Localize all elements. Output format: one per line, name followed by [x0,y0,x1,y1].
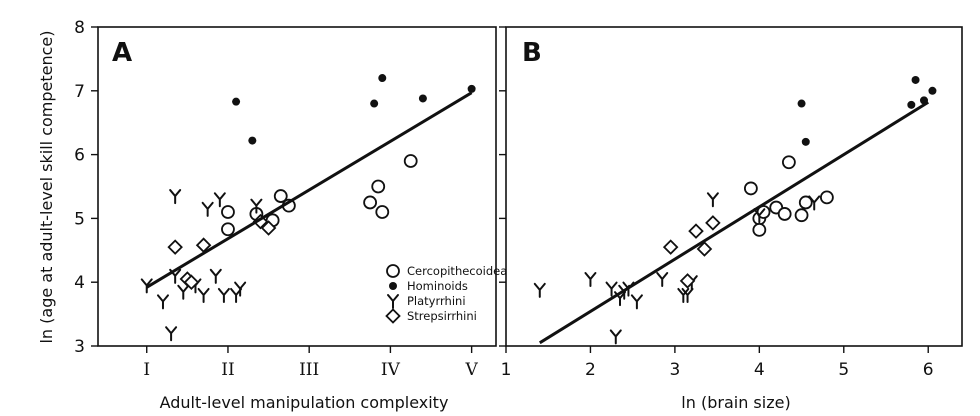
panel-a-point-strepsirrhini [167,239,183,255]
panel-a-y-tick-label: 4 [74,273,85,293]
panel-a-x-tick-label: III [299,360,319,380]
legend-label-cercopithecoidea: Cercopithecoidea [407,264,507,278]
panel-b-point-strepsirrhini [696,241,713,257]
panel-a-regression-line [145,91,473,289]
panel-b-point-platyrrhini [656,272,669,288]
panel-b-point-hominoids [928,86,937,95]
panel-b-point-cercopithecoidea [794,208,809,223]
panel-a-y-tick-label: 7 [74,82,85,102]
panel-b-point-platyrrhini [533,282,546,298]
panel-b-point-hominoids [907,100,916,109]
legend-marker-hominoids [389,282,397,290]
panel-a-point-platyrrhini [234,281,247,297]
panel-b-point-hominoids [911,75,920,84]
panel-b-x-tick-label: 5 [838,360,849,380]
panel-a-point-platyrrhini [169,189,182,205]
panel-a-point-strepsirrhini [260,220,277,236]
panel-b-point-cercopithecoidea [752,222,767,237]
panel-a-x-tick-label: I [143,360,150,380]
panel-a-point-platyrrhini [217,287,230,303]
y-axis-label: ln (age at adult-level skill competence) [37,30,56,343]
panel-b-x-tick-label: 2 [585,360,596,380]
panel-b-point-platyrrhini [681,287,694,303]
panel-a-point-platyrrhini [213,192,226,208]
panel-b-point-platyrrhini [630,294,643,310]
panel-a-point-cercopithecoidea [403,154,418,168]
panel-a-x-axis-label: Adult-level manipulation complexity [160,393,449,412]
panel-a-point-hominoids [378,74,387,83]
panel-b-point-platyrrhini [584,272,597,288]
panel-b-x-tick-label: 3 [669,360,680,380]
panel-a-point-cercopithecoidea [221,222,235,237]
panel-a-fit [145,91,473,289]
panel-a-point-strepsirrhini [183,274,200,290]
panel-b-point-platyrrhini [605,281,618,297]
panel-b-point-cercopithecoidea [819,190,834,205]
legend-marker-strepsirrhini [385,308,401,324]
panel-a-point-platyrrhini [177,284,190,300]
panel-a-point-cercopithecoidea [371,179,386,194]
panel-b-point-strepsirrhini [705,215,721,231]
panel-b-point-hominoids [797,99,806,108]
panel-b-point-hominoids [801,137,810,146]
panel-a-point-hominoids [232,97,241,106]
panel-b-point-cercopithecoidea [798,195,813,210]
panel-b-point-platyrrhini [808,195,821,211]
panel-a-point-cercopithecoidea [221,205,235,219]
legend-label-strepsirrhini: Strepsirrhini [407,309,477,323]
panel-b-point-cercopithecoidea [777,207,792,221]
panel-b-ticks: 1 2 3 4 5 6 [499,26,934,380]
panel-b: B 1 2 3 4 5 6 ln (brain size) [499,26,963,412]
legend-label-platyrrhini: Platyrrhini [407,294,466,308]
panel-a-point-platyrrhini [165,326,178,342]
legend-marker-platyrrhini [387,294,399,309]
panel-a-y-tick-label: 3 [74,337,85,357]
panel-a-frame [97,26,497,347]
panel-a-y-tick-label: 5 [74,209,85,229]
panel-b-point-platyrrhini [706,192,719,208]
legend-label-hominoids: Hominoids [407,279,468,293]
panel-b-label: B [522,38,542,68]
panel-b-point-strepsirrhini [688,223,704,239]
panel-b-point-platyrrhini [609,329,622,345]
panel-b-point-strepsirrhini [662,239,679,255]
panel-a-x-tick-label: IV [381,360,401,380]
panel-b-x-axis-label: ln (brain size) [681,393,790,412]
panel-a-point-cercopithecoidea [273,189,288,203]
panel-b-point-strepsirrhini [679,273,696,289]
panel-a-y-tick-label: 6 [74,146,85,166]
panel-a-point-platyrrhini [201,201,214,217]
panel-b-x-tick-label: 6 [923,360,934,380]
panel-a-point-hominoids [467,84,476,93]
panel-b-point-cercopithecoidea [781,155,796,170]
panel-a-point-hominoids [370,99,379,108]
legend: CercopithecoideaHominoidsPlatyrrhiniStre… [385,264,507,324]
panel-b-fit [538,101,930,345]
panel-a-point-hominoids [418,94,427,103]
panel-a-y-tick-label: 8 [74,18,85,38]
panel-b-x-tick-label: 1 [501,360,512,380]
panel-b-point-platyrrhini [753,208,766,224]
panel-a-point-hominoids [248,136,257,145]
panel-a-point-cercopithecoidea [363,195,378,210]
panel-a-point-platyrrhini [250,198,263,214]
panel-b-point-platyrrhini [677,287,690,303]
panel-a-x-tick-label: V [464,360,478,380]
panel-a-point-platyrrhini [209,268,222,284]
panel-b-x-tick-label: 4 [754,360,765,380]
panel-a-point-platyrrhini [156,294,169,310]
panel-b-point-cercopithecoidea [743,181,758,196]
panel-a-label: A [112,38,132,68]
panel-a-x-tick-label: II [221,360,234,380]
panel-a-point-cercopithecoidea [375,205,390,219]
legend-marker-cercopithecoidea [386,264,400,278]
panel-b-points [533,75,937,345]
panel-b-regression-line [538,101,930,345]
panel-a-points [140,74,476,342]
panel-a-point-platyrrhini [197,287,210,303]
panel-b-frame [505,26,963,347]
